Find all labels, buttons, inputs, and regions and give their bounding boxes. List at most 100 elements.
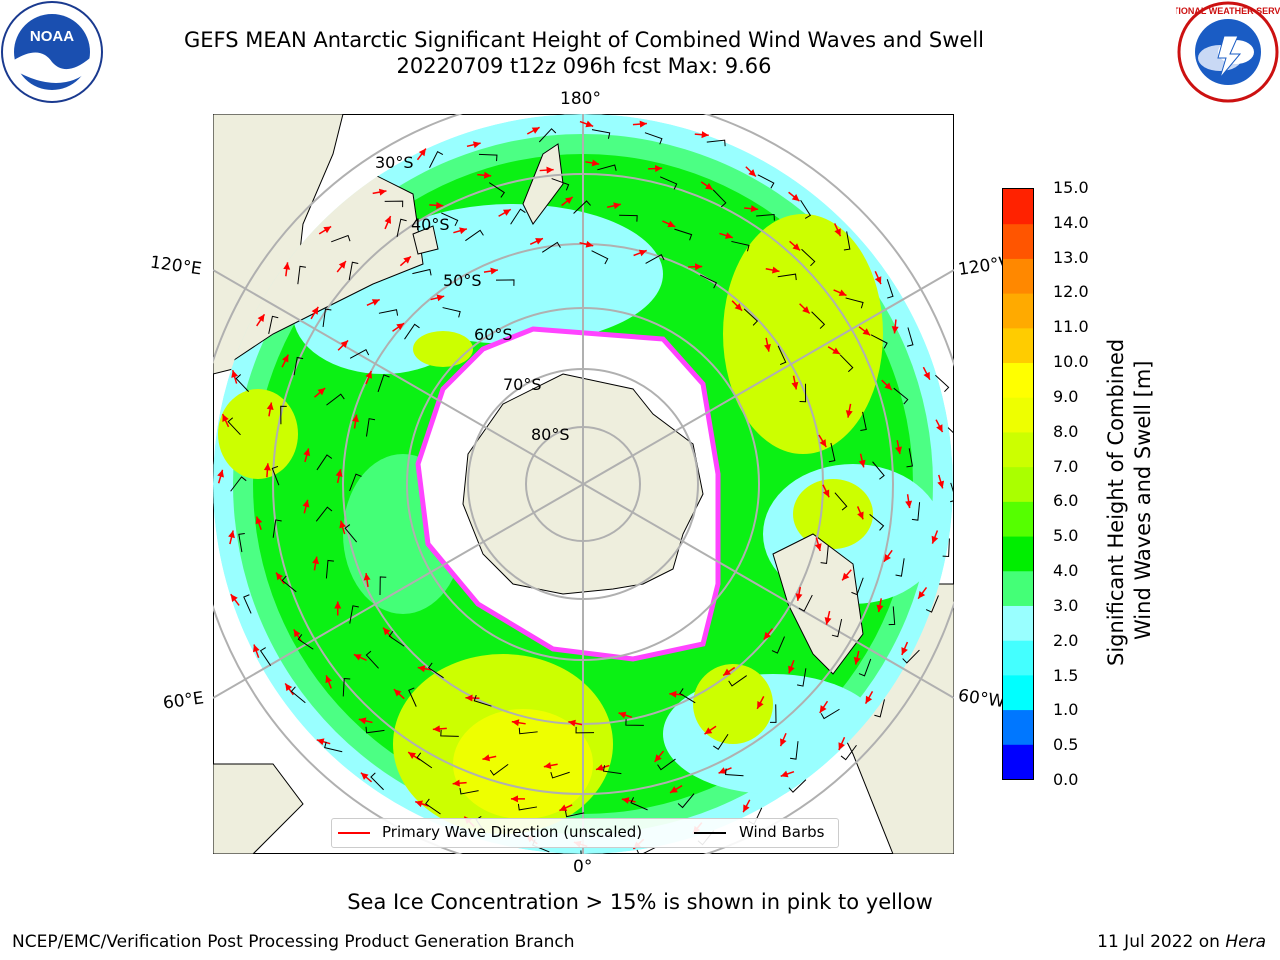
colorbar-segment bbox=[1003, 466, 1033, 502]
lon-label-60e: 60°E bbox=[161, 688, 206, 714]
wind-barb bbox=[706, 139, 726, 147]
wind-barb bbox=[743, 308, 759, 326]
wind-barb bbox=[365, 650, 379, 669]
wind-barb bbox=[902, 649, 920, 664]
wind-barb bbox=[869, 514, 885, 531]
wind-barb bbox=[517, 803, 538, 811]
wave-arrow-head bbox=[302, 499, 310, 508]
wave-arrow-head bbox=[335, 469, 343, 477]
sea-ice-note: Sea Ice Concentration > 15% is shown in … bbox=[347, 890, 933, 914]
wave-arrow-head bbox=[352, 414, 359, 423]
wind-barb bbox=[728, 675, 747, 687]
wind-barb bbox=[442, 307, 461, 318]
wind-barb bbox=[416, 752, 433, 769]
wave-arrow-head bbox=[378, 188, 387, 196]
wind-barb bbox=[888, 606, 896, 626]
wind-barb bbox=[325, 559, 334, 579]
wave-arrow-head bbox=[339, 520, 347, 529]
colorbar-segment bbox=[1003, 362, 1033, 398]
wave-arrow-head bbox=[842, 572, 850, 581]
wind-barb bbox=[378, 309, 399, 316]
wind-barb bbox=[227, 417, 241, 436]
wave-arrow-head bbox=[338, 261, 346, 269]
wave-arrow-head bbox=[282, 354, 289, 363]
wind-barb bbox=[625, 719, 644, 726]
wave-arrow-head bbox=[316, 738, 325, 746]
colorbar-tick-label: 14.0 bbox=[1053, 212, 1089, 232]
wind-barb bbox=[872, 461, 885, 480]
wind-barb bbox=[243, 594, 252, 614]
wind-barb bbox=[860, 411, 867, 432]
wind-barb bbox=[441, 212, 459, 227]
wind-legend-label: Wind Barbs bbox=[739, 823, 825, 841]
colorbar-tick-label: 0.0 bbox=[1053, 770, 1079, 789]
noaa-logo: NOAA bbox=[1, 1, 103, 103]
chart-subtitle: 20220709 t12z 096h fcst Max: 9.66 bbox=[396, 54, 772, 78]
wave-arrow-head bbox=[257, 314, 265, 323]
wind-barb bbox=[365, 418, 376, 437]
wind-barb bbox=[495, 279, 515, 286]
wind-barb bbox=[365, 726, 385, 734]
wave-arrow-head bbox=[757, 700, 764, 709]
wind-barb bbox=[322, 308, 332, 327]
colorbar-tick-label: 9.0 bbox=[1053, 386, 1079, 406]
wind-barb bbox=[459, 787, 479, 795]
wave-arrow-head bbox=[845, 410, 853, 418]
wave-arrow-head bbox=[408, 752, 416, 759]
wind-barb bbox=[645, 254, 665, 264]
wind-barb bbox=[429, 150, 444, 168]
wind-barb bbox=[942, 538, 950, 558]
wind-barb bbox=[268, 315, 279, 335]
wind-barb bbox=[580, 850, 600, 854]
map-legend: Primary Wave Direction (unscaled) Wind B… bbox=[331, 818, 839, 848]
wind-barb bbox=[281, 575, 297, 593]
wave-direction-arrows bbox=[217, 120, 945, 850]
wave-arrow-head bbox=[838, 289, 847, 296]
wave-arrow-head bbox=[701, 131, 709, 139]
lat-label-70: 70°S bbox=[503, 375, 542, 394]
wave-arrow-head bbox=[814, 543, 822, 551]
wave-arrow-head bbox=[217, 469, 224, 478]
wave-arrow-head bbox=[876, 604, 884, 613]
lon-label-60w: 60°W bbox=[956, 685, 1007, 713]
graticule bbox=[213, 114, 954, 854]
footer-date-text: 11 Jul 2022 on bbox=[1097, 932, 1226, 952]
wind-barb bbox=[478, 153, 498, 162]
wave-arrow-head bbox=[792, 243, 801, 251]
wave-arrow-head bbox=[824, 617, 832, 625]
wave-arrow-head bbox=[750, 205, 759, 213]
wind-barb bbox=[834, 492, 848, 511]
wave-arrow-head bbox=[791, 381, 799, 390]
wind-barb bbox=[724, 768, 744, 777]
wave-arrow-head bbox=[788, 665, 795, 674]
wave-arrow-head bbox=[743, 804, 750, 813]
lat-label-80: 80°S bbox=[531, 425, 570, 444]
lat-label-30: 30°S bbox=[375, 153, 414, 172]
wind-barb bbox=[573, 200, 591, 214]
wave-arrow-head bbox=[465, 694, 473, 702]
wave-arrow-head bbox=[334, 601, 342, 609]
wind-barb bbox=[925, 595, 939, 613]
wave-arrow-head bbox=[559, 804, 568, 811]
wave-arrow-head bbox=[613, 202, 621, 210]
wave-arrow-head bbox=[884, 382, 892, 390]
wave-arrow-head bbox=[822, 489, 830, 498]
wave-arrow-head bbox=[853, 656, 861, 665]
wind-barb bbox=[947, 427, 954, 434]
chart-title: GEFS MEAN Antarctic Significant Height o… bbox=[183, 28, 985, 52]
wind-barb bbox=[440, 729, 459, 737]
footer-host: Hera bbox=[1225, 932, 1266, 952]
wind-barb bbox=[636, 846, 656, 854]
wind-barb bbox=[384, 200, 404, 208]
wind-barb bbox=[235, 374, 249, 392]
colorbar-segment bbox=[1003, 293, 1033, 329]
wave-arrow-head bbox=[436, 201, 444, 209]
wind-barb bbox=[798, 594, 813, 612]
wind-barb bbox=[331, 234, 351, 243]
wave-arrow-head bbox=[901, 647, 908, 655]
colorbar-tick-label: 5.0 bbox=[1053, 526, 1079, 546]
wind-barb bbox=[280, 405, 287, 425]
wave-arrow-head bbox=[763, 631, 771, 640]
wind-barb bbox=[344, 524, 358, 543]
wind-barb bbox=[893, 387, 909, 405]
